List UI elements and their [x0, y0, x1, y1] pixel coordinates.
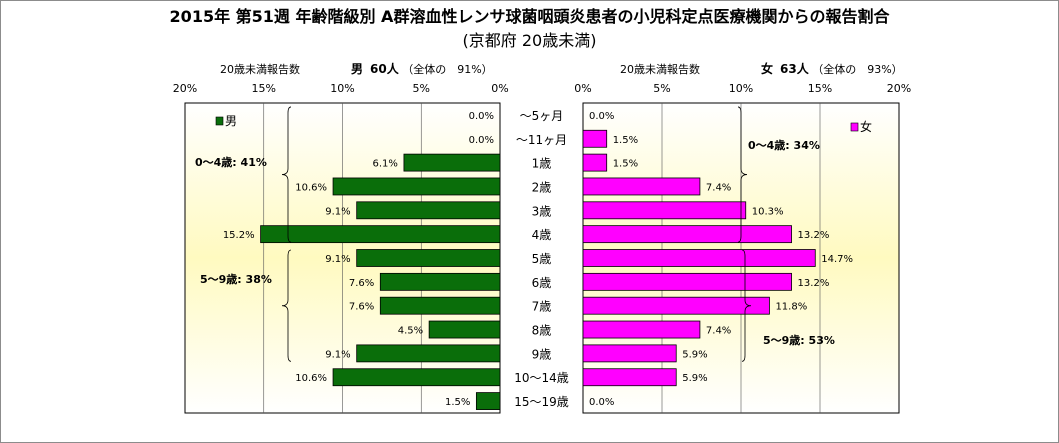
female-bar: [582, 177, 701, 196]
male-value-label: 9.1%: [325, 349, 350, 360]
male-value-label: 7.6%: [349, 278, 374, 289]
male-0-4-bracket: [281, 106, 292, 243]
category-label: 〜11ヶ月: [516, 133, 567, 147]
right-x-tick-label: 15%: [808, 82, 832, 95]
female-legend-label: 女: [860, 119, 872, 134]
male-bar: [403, 153, 501, 172]
male-bar: [260, 225, 501, 244]
right-x-tick-label: 10%: [729, 82, 753, 95]
right-header-label: 20歳未満報告数: [620, 63, 700, 76]
male-5-9-bracket: [281, 249, 292, 362]
female-value-label: 7.4%: [706, 182, 731, 193]
category-label: 5歳: [532, 252, 552, 266]
female-bar: [582, 249, 816, 267]
chart-subtitle: (京都府 20歳未満): [462, 31, 597, 50]
right-header: 20歳未満報告数 女 63人 （全体の 93%）: [620, 60, 903, 77]
right-header-sex: 女: [761, 62, 774, 76]
female-value-label: 13.2%: [798, 278, 830, 289]
category-label: 〜5ヶ月: [520, 109, 564, 123]
female-bar: [582, 344, 677, 363]
female-value-label: 1.5%: [613, 159, 638, 170]
male-value-label: 1.5%: [445, 397, 470, 408]
female-value-label: 1.5%: [613, 135, 638, 146]
male-value-label: 15.2%: [223, 230, 255, 241]
left-x-tick-label: 15%: [252, 82, 276, 95]
category-label: 2歳: [532, 180, 552, 194]
male-legend-swatch: [215, 116, 224, 126]
male-value-label: 0.0%: [469, 111, 494, 122]
male-0-4-annotation: 0〜4歳: 41%: [195, 155, 267, 169]
left-x-tick-label: 20%: [173, 82, 197, 95]
left-x-tick-label: 5%: [413, 82, 430, 95]
male-value-label: 0.0%: [469, 135, 494, 146]
female-bar: [582, 296, 770, 315]
category-label: 6歳: [532, 276, 552, 290]
left-header: 20歳未満報告数 男 60人 （全体の 91%）: [220, 60, 493, 77]
right-header-share: （全体の 93%）: [812, 63, 903, 76]
female-value-label: 0.0%: [589, 397, 614, 408]
category-label: 15〜19歳: [514, 395, 569, 409]
female-5-9-bracket: [741, 249, 752, 362]
category-label: 3歳: [532, 204, 552, 218]
female-bar: [582, 320, 701, 339]
chart-title: 2015年 第51週 年齢階級別 A群溶血性レンサ球菌咽頭炎患者の小児科定点医療…: [169, 7, 890, 26]
male-bar: [356, 249, 501, 267]
female-bar: [582, 368, 677, 387]
female-value-label: 5.9%: [682, 373, 707, 384]
female-5-9-annotation: 5〜9歳: 53%: [763, 333, 835, 347]
male-value-label: 4.5%: [398, 326, 423, 337]
left-x-tick-label: 0%: [491, 82, 508, 95]
female-value-label: 7.4%: [706, 326, 731, 337]
left-header-sex: 男: [351, 62, 364, 76]
male-value-label: 7.6%: [349, 302, 374, 313]
category-label: 10〜14歳: [514, 371, 569, 385]
left-x-tick-label: 10%: [330, 82, 354, 95]
female-bar: [582, 272, 792, 291]
female-value-label: 0.0%: [589, 111, 614, 122]
male-5-9-annotation: 5〜9歳: 38%: [200, 272, 272, 286]
category-label: 7歳: [532, 300, 552, 314]
female-bar: [582, 129, 608, 148]
female-value-label: 10.3%: [752, 206, 784, 217]
female-bar: [582, 225, 792, 244]
right-x-tick-label: 20%: [887, 82, 911, 95]
male-value-label: 10.6%: [295, 182, 327, 193]
male-bar: [332, 177, 501, 196]
male-value-label: 9.1%: [325, 254, 350, 265]
female-value-label: 11.8%: [775, 302, 807, 313]
male-bar: [356, 201, 501, 220]
right-x-tick-label: 5%: [653, 82, 670, 95]
male-value-label: 10.6%: [295, 373, 327, 384]
male-bar: [332, 368, 501, 387]
female-value-label: 14.7%: [821, 254, 853, 265]
left-header-count: 60人: [370, 62, 399, 76]
left-header-label: 20歳未満報告数: [220, 63, 300, 76]
left-header-share: （全体の 91%）: [402, 63, 493, 76]
category-label: 8歳: [532, 324, 552, 338]
male-bar: [428, 320, 501, 339]
right-x-tick-label: 0%: [574, 82, 591, 95]
male-legend-label: 男: [225, 114, 237, 128]
female-bar: [582, 201, 747, 220]
female-legend-swatch: [850, 122, 859, 132]
category-label: 4歳: [532, 228, 552, 242]
male-bar: [379, 296, 501, 315]
female-0-4-annotation: 0〜4歳: 34%: [748, 138, 820, 152]
female-value-label: 13.2%: [798, 230, 830, 241]
male-bar: [475, 392, 501, 410]
female-bar: [582, 153, 608, 172]
male-bar: [356, 344, 501, 363]
male-value-label: 6.1%: [373, 159, 398, 170]
right-header-count: 63人: [780, 62, 809, 76]
female-0-4-bracket: [737, 106, 748, 243]
female-value-label: 5.9%: [682, 349, 707, 360]
category-label: 9歳: [532, 347, 552, 361]
category-label: 1歳: [532, 157, 552, 171]
male-bar: [379, 272, 501, 291]
male-value-label: 9.1%: [325, 206, 350, 217]
